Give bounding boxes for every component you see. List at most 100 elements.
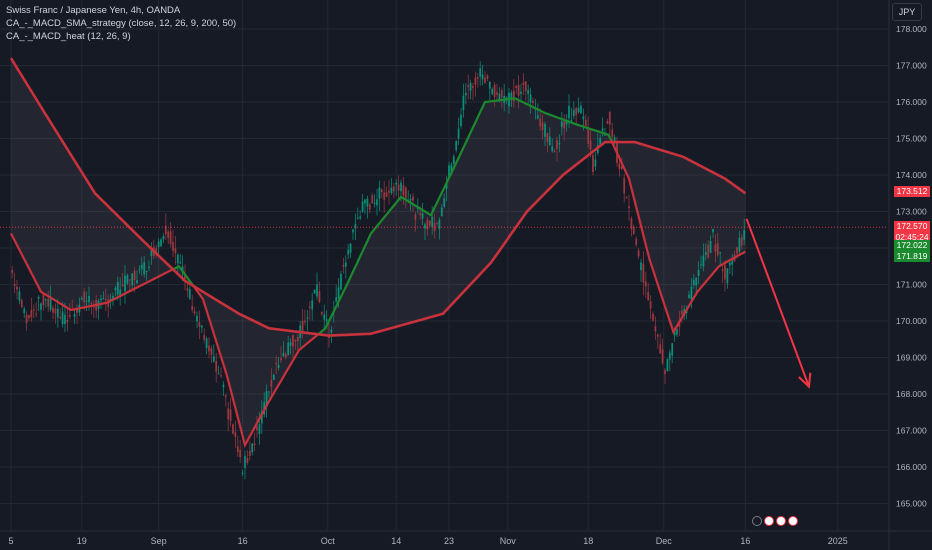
candle-body (64, 314, 66, 325)
candle-body (484, 77, 486, 83)
candle-body (373, 203, 376, 205)
candle-body (361, 201, 364, 212)
candle-body (220, 375, 222, 377)
candle-body (512, 90, 515, 102)
candle-body (647, 291, 650, 301)
flash-icon[interactable] (752, 516, 762, 526)
candle-body (577, 107, 580, 113)
sma200-price-value: 173.512 (896, 186, 928, 196)
candle-body (500, 89, 503, 98)
last-price-value: 172.570 (896, 221, 928, 231)
candle-body (66, 320, 69, 323)
candle-body (121, 284, 124, 287)
event-flag-icon[interactable] (788, 516, 798, 526)
candle-body (296, 337, 299, 342)
candle-body (416, 208, 419, 210)
candle-body (390, 187, 393, 194)
candle-body (724, 264, 726, 280)
candle-body (76, 308, 78, 314)
candle-body (37, 297, 40, 299)
candle-body (584, 119, 587, 126)
candle-body (608, 111, 611, 125)
indicator-macd-sma-strategy[interactable]: CA_-_MACD_SMA_strategy (close, 12, 26, 9… (6, 18, 237, 29)
sma50-line (192, 285, 318, 449)
x-tick-label: Sep (151, 536, 167, 546)
event-flag-icon[interactable] (764, 516, 774, 526)
candle-body (474, 77, 477, 85)
candle-body (486, 75, 489, 79)
candle-body (606, 121, 609, 124)
candle-body (368, 204, 371, 210)
candle-body (700, 264, 702, 266)
candle-body (580, 105, 582, 114)
candle-body (112, 295, 114, 301)
candle-body (524, 81, 527, 92)
candle-body (306, 317, 309, 319)
candle-body (49, 297, 52, 310)
candle-body (301, 320, 304, 332)
candle-body (196, 315, 198, 322)
candle-body (551, 146, 554, 152)
event-flag-icon[interactable] (776, 516, 786, 526)
y-tick-label: 165.000 (896, 499, 927, 509)
candle-body (397, 184, 400, 191)
candle-body (155, 248, 158, 254)
candle-body (232, 424, 234, 434)
indicator-macd-heat[interactable]: CA_-_MACD_heat (12, 26, 9) (6, 31, 131, 42)
candle-body (728, 262, 731, 266)
candle-body (527, 89, 530, 95)
candle-body (347, 249, 350, 255)
candle-body (592, 154, 594, 173)
candle-body (349, 243, 352, 253)
candle-body (488, 81, 491, 89)
y-tick-label: 174.000 (896, 170, 927, 180)
candle-body (553, 150, 556, 152)
candle-body (380, 189, 383, 193)
candle-body (719, 252, 722, 254)
candle-body (455, 140, 458, 151)
candle-body (157, 241, 160, 248)
candle-body (743, 230, 746, 240)
candle-body (558, 142, 561, 145)
ma-cloud-fill (11, 58, 746, 446)
candle-body (594, 159, 597, 167)
candle-body (128, 279, 131, 281)
candle-body (656, 334, 659, 337)
candle-body (546, 132, 549, 143)
symbol-title[interactable]: Swiss Franc / Japanese Yen, 4h, OANDA (6, 5, 181, 16)
candle-body (210, 347, 213, 355)
candle-body (452, 156, 455, 164)
currency-button[interactable]: JPY (892, 3, 922, 21)
candle-body (587, 127, 590, 144)
sma50-secondary-tag: 171.819 (894, 251, 930, 262)
candle-body (695, 277, 698, 286)
candle-body (541, 122, 544, 131)
x-tick-label: 19 (77, 536, 87, 546)
candle-body (498, 93, 501, 101)
candle-body (450, 164, 453, 175)
candle-body (738, 237, 741, 252)
candle-body (20, 300, 23, 307)
candle-body (100, 298, 102, 301)
candle-body (292, 335, 294, 347)
candle-body (376, 199, 378, 206)
candle-body (47, 298, 50, 307)
candle-body (714, 244, 717, 252)
candle-body (448, 165, 450, 178)
candle-body (280, 358, 282, 361)
candle-body (114, 287, 117, 290)
candle-body (172, 242, 174, 251)
sma50-secondary-value: 171.819 (896, 251, 928, 261)
candle-body (378, 187, 381, 199)
candle-body (44, 299, 47, 301)
candle-body (589, 140, 592, 150)
candle-body (539, 118, 542, 127)
candle-body (481, 74, 484, 80)
candle-body (260, 411, 263, 424)
candle-body (344, 262, 347, 267)
candle-body (270, 380, 273, 387)
candle-body (517, 85, 520, 96)
candle-body (431, 216, 434, 227)
candle-body (253, 443, 256, 446)
